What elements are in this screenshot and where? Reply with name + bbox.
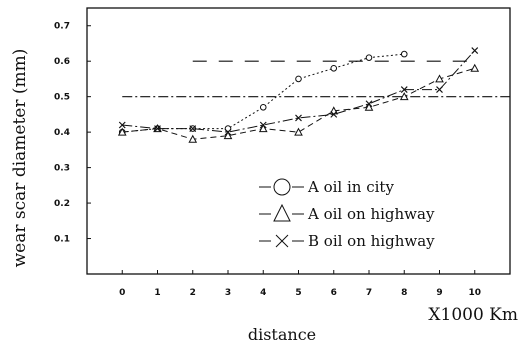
series-line (122, 50, 476, 133)
x-tick-label: 3 (225, 288, 231, 298)
data-point-triangle (470, 63, 480, 72)
data-point-circle (295, 75, 302, 83)
legend-label: B oil on highway (308, 232, 435, 250)
series-circle (118, 50, 408, 136)
x-tick-label: 9 (436, 288, 442, 298)
data-point-cross (189, 125, 197, 132)
data-point-cross (295, 114, 302, 122)
triangle-marker-icon (273, 203, 291, 222)
legend-label: A oil in city (307, 178, 394, 196)
data-point-triangle (435, 74, 444, 83)
y-tick-label: 0.2 (54, 199, 70, 209)
legend-label: A oil on highway (307, 205, 435, 223)
x-tick-label: 4 (260, 288, 266, 298)
data-point-cross (400, 86, 408, 93)
data-point-cross (471, 47, 479, 54)
x-tick-label: 10 (468, 288, 481, 298)
data-point-cross (224, 128, 232, 136)
y-axis-label: wear scar diameter (mm) (10, 49, 30, 268)
legend-item-b-oil-on-highway: B oil on highway (259, 232, 435, 250)
x-tick-label: 6 (331, 288, 337, 298)
data-point-cross (330, 111, 338, 118)
x-tick-label: 5 (295, 288, 301, 298)
data-point-triangle (188, 134, 198, 143)
data-point-triangle (117, 127, 127, 136)
x-tick-label: 2 (190, 288, 196, 298)
cross-marker-icon (275, 234, 289, 248)
data-point-cross (365, 100, 373, 108)
y-tick-label: 0.5 (54, 93, 70, 103)
data-point-cross (118, 121, 126, 129)
legend-item-a-oil-on-highway: A oil on highway (259, 203, 435, 223)
x-axis-label: distance (248, 325, 316, 344)
y-tick-label: 0.7 (54, 22, 70, 32)
data-point-cross (154, 125, 161, 132)
x-tick-label: 7 (366, 288, 372, 298)
x-tick-label: 0 (119, 288, 125, 298)
series-line (122, 67, 475, 140)
data-point-triangle (258, 124, 268, 133)
y-tick-label: 0.1 (54, 235, 70, 245)
x-tick-label: 8 (401, 288, 407, 298)
data-point-triangle (399, 92, 409, 101)
y-tick-label: 0.3 (54, 164, 70, 174)
x-axis-unit: X1000 Km (428, 305, 518, 325)
plot-frame (86, 7, 511, 275)
data-point-cross (259, 121, 267, 129)
series-line (122, 53, 405, 133)
data-point-circle (400, 50, 408, 58)
legend-item-a-oil-in-city: A oil in city (259, 178, 394, 196)
data-point-circle (259, 104, 267, 111)
data-point-triangle (364, 102, 374, 111)
data-point-cross (436, 86, 443, 93)
series-cross (118, 47, 479, 136)
data-point-circle (365, 54, 373, 61)
x-tick-label: 1 (154, 288, 160, 298)
data-point-circle (330, 64, 338, 72)
data-point-triangle (223, 131, 233, 140)
series-triangle (117, 63, 480, 143)
legend: A oil in city A oil on highway B oil on … (259, 178, 435, 250)
y-tick-label: 0.4 (54, 128, 70, 138)
circle-marker-icon (273, 178, 291, 196)
y-tick-label: 0.6 (54, 57, 70, 67)
data-point-triangle (294, 127, 303, 136)
